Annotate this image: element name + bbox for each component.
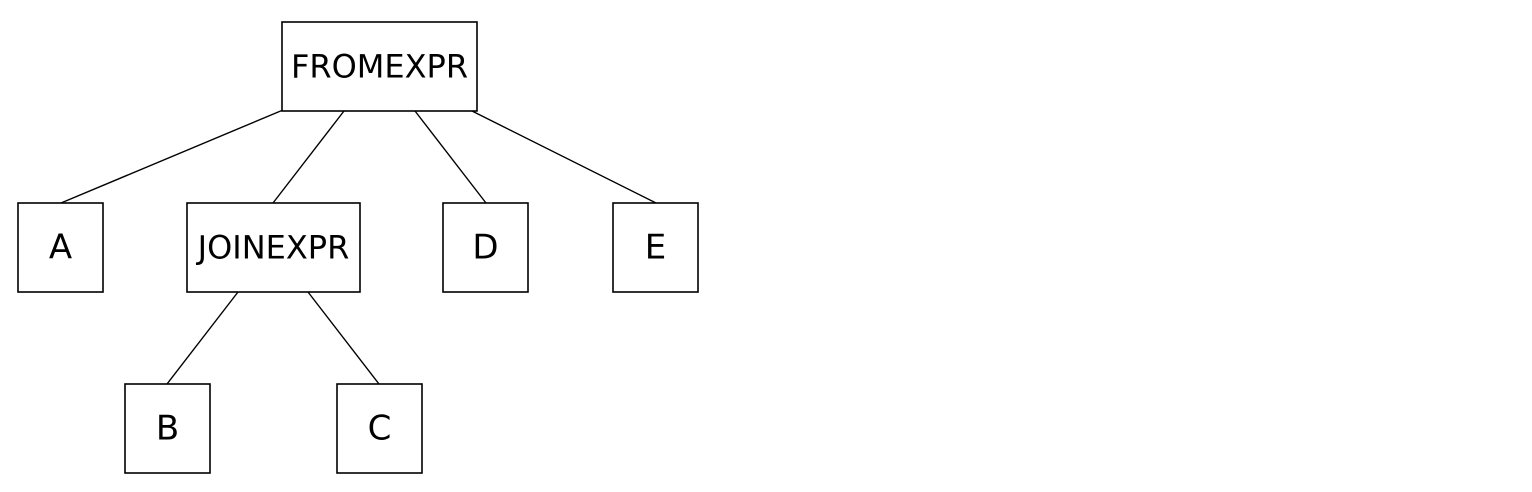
node-b-label: B	[156, 409, 179, 449]
node-fromexpr-box	[281, 21, 478, 112]
node-d-label: D	[472, 228, 498, 268]
node-c-label: C	[368, 409, 392, 449]
node-fromexpr-label: FROMEXPR	[291, 48, 468, 86]
edge-fromexpr-joinexpr	[272, 110, 345, 204]
node-a: A	[17, 202, 104, 293]
node-d: D	[442, 202, 529, 293]
node-c: C	[336, 383, 423, 474]
edge-joinexpr-b	[166, 291, 239, 385]
edge-fromexpr-d	[414, 110, 487, 204]
edge-fromexpr-a	[60, 109, 284, 204]
edges	[60, 109, 657, 385]
node-c-box	[336, 383, 423, 474]
edge-fromexpr-e	[471, 110, 657, 204]
node-joinexpr-box	[186, 202, 361, 293]
node-b-box	[124, 383, 211, 474]
node-e: E	[612, 202, 699, 293]
node-fromexpr: FROMEXPR	[281, 21, 478, 112]
node-joinexpr-label: JOINEXPR	[196, 229, 350, 267]
node-d-box	[442, 202, 529, 293]
node-b: B	[124, 383, 211, 474]
node-a-label: A	[49, 228, 72, 268]
node-a-box	[17, 202, 104, 293]
edge-joinexpr-c	[307, 291, 380, 385]
node-e-label: E	[645, 228, 666, 268]
node-e-box	[612, 202, 699, 293]
node-joinexpr: JOINEXPR	[186, 202, 361, 293]
